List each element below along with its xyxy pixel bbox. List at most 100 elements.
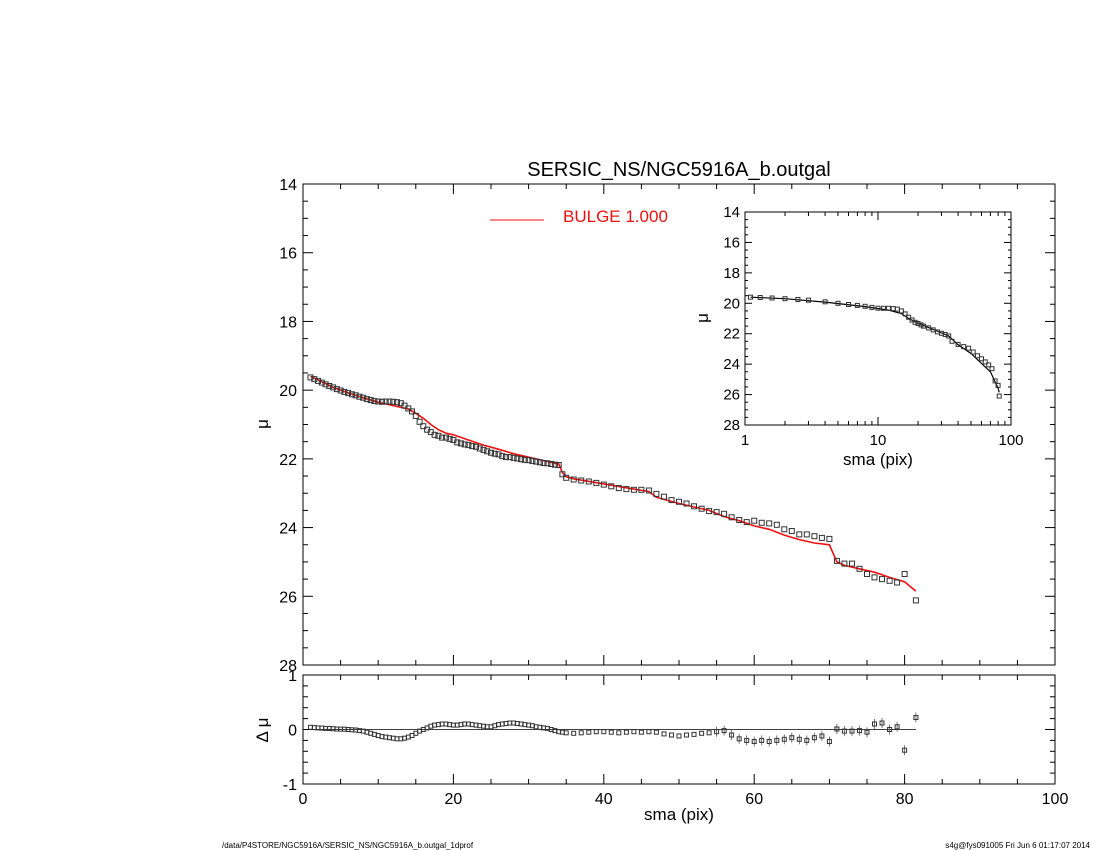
main-data-point — [570, 476, 577, 483]
main-data-point — [382, 398, 389, 405]
main-data-point — [326, 383, 333, 389]
main-y-tick-label: 26 — [279, 589, 297, 606]
inset-data-point — [926, 325, 932, 331]
residual-data-point — [811, 735, 817, 741]
residual-data-point — [902, 747, 908, 753]
main-data-point — [803, 531, 810, 538]
main-data-point — [322, 381, 329, 388]
residual-data-point — [593, 729, 599, 735]
residual-data-point — [834, 726, 840, 732]
main-data-point — [540, 460, 547, 466]
main-data-point — [706, 508, 713, 515]
residual-data-point — [729, 732, 735, 738]
inset-data-point — [975, 353, 980, 359]
residual-data-point — [879, 720, 885, 726]
main-data-point — [394, 399, 400, 406]
footer-stamp: s4g@fys091005 Fri Jun 6 01:17:07 2014 — [945, 841, 1090, 850]
main-data-point — [871, 574, 878, 581]
residual-data-point — [563, 730, 569, 736]
main-data-point — [431, 431, 438, 438]
inset-data-point — [970, 349, 976, 355]
footer-path: /data/P4STORE/NGC5916A/SERSIC_NS/NGC5916… — [222, 841, 474, 850]
main-profile-panel: SERSIC_NS/NGC5916A_b.outgal μ 14 16 18 20 22… — [253, 159, 1056, 675]
residual-data-point — [631, 729, 637, 735]
main-data-point — [514, 455, 521, 462]
main-data-point — [901, 571, 908, 577]
main-data-point — [491, 450, 498, 457]
main-data-point — [691, 503, 697, 510]
main-y-tick-label: 22 — [279, 452, 297, 469]
residual-data-point — [789, 735, 795, 741]
inset-data-point — [906, 314, 912, 320]
residual-data-point — [623, 729, 629, 735]
main-data-point — [856, 565, 863, 572]
residual-data-point — [638, 729, 644, 735]
main-data-point — [894, 579, 901, 586]
main-data-point — [698, 505, 705, 512]
inset-data-point — [782, 296, 788, 302]
residual-data-point — [684, 732, 689, 738]
residual-data-point — [699, 730, 705, 736]
main-data-point — [818, 534, 825, 541]
main-data-point — [469, 443, 476, 450]
main-data-point — [412, 412, 419, 419]
x-tick-label: 40 — [595, 791, 613, 808]
main-data-layer — [307, 374, 919, 604]
main-data-point — [841, 560, 848, 567]
main-data-point — [559, 471, 566, 478]
main-data-point — [337, 387, 344, 394]
inset-data-point — [846, 302, 851, 307]
main-data-point — [318, 379, 325, 386]
main-data-point — [879, 576, 885, 583]
main-data-point — [912, 597, 919, 604]
main-data-point — [676, 498, 682, 505]
residual-data-point — [608, 729, 614, 735]
residual-data-point — [766, 739, 772, 744]
inset-y-tick-label: 24 — [723, 356, 740, 373]
inset-data-point — [806, 297, 811, 303]
main-data-point — [864, 571, 870, 577]
inset-data-point — [921, 323, 926, 329]
main-data-point — [788, 528, 795, 534]
chart-title: SERSIC_NS/NGC5916A_b.outgal — [527, 159, 831, 181]
main-y-axis-label: μ — [253, 419, 272, 429]
main-data-point — [435, 432, 442, 439]
main-y-tick-label: 28 — [279, 658, 297, 675]
residual-data-point — [744, 737, 750, 743]
x-tick-label: 100 — [1042, 791, 1069, 808]
inset-data-point — [989, 366, 995, 372]
main-data-point — [529, 457, 536, 464]
inset-data-point — [918, 322, 924, 328]
residual-data-point — [913, 715, 919, 720]
x-tick-label: 0 — [299, 791, 308, 808]
residual-data-point — [616, 730, 622, 736]
main-data-point — [333, 386, 340, 393]
residual-data-point — [826, 739, 832, 744]
inset-data-point — [992, 378, 998, 384]
inset-log-panel: μ sma (pix) 14 16 18 20 22 24 26 281 10 100 — [693, 204, 1024, 469]
main-data-point — [311, 376, 318, 383]
main-y-tick-label: 18 — [279, 314, 297, 331]
residual-data-point — [571, 730, 577, 736]
main-data-point — [465, 442, 472, 449]
main-y-tick-label: 16 — [279, 246, 297, 263]
residual-data-point — [714, 729, 720, 735]
main-data-point — [751, 517, 758, 524]
inset-y-tick-label: 18 — [723, 265, 740, 282]
inset-y-axis-label: μ — [693, 313, 712, 323]
main-data-point — [578, 477, 585, 484]
residual-data-point — [759, 737, 765, 743]
residual-data-point — [721, 728, 727, 734]
residual-data-point — [646, 729, 652, 735]
main-data-point — [781, 526, 788, 533]
inset-data-point — [912, 319, 918, 325]
residual-data-point — [586, 729, 592, 735]
main-data-point — [379, 398, 385, 405]
main-data-point — [457, 440, 464, 447]
inset-data-point — [869, 304, 875, 310]
main-data-point — [461, 441, 468, 448]
inset-x-tick-label: 100 — [998, 432, 1023, 449]
